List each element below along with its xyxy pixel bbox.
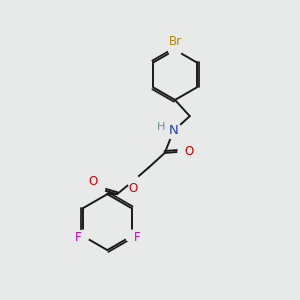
Text: O: O <box>88 175 97 188</box>
Text: F: F <box>134 231 140 244</box>
Text: O: O <box>129 182 138 194</box>
Text: H: H <box>157 122 165 132</box>
Text: O: O <box>184 145 194 158</box>
Circle shape <box>169 44 182 56</box>
Circle shape <box>127 175 139 187</box>
Circle shape <box>126 230 137 242</box>
Circle shape <box>178 146 190 158</box>
Text: N: N <box>169 124 178 137</box>
Circle shape <box>77 230 89 242</box>
Text: F: F <box>74 231 81 244</box>
Circle shape <box>93 183 105 195</box>
Circle shape <box>165 123 182 139</box>
Text: Br: Br <box>169 35 182 48</box>
